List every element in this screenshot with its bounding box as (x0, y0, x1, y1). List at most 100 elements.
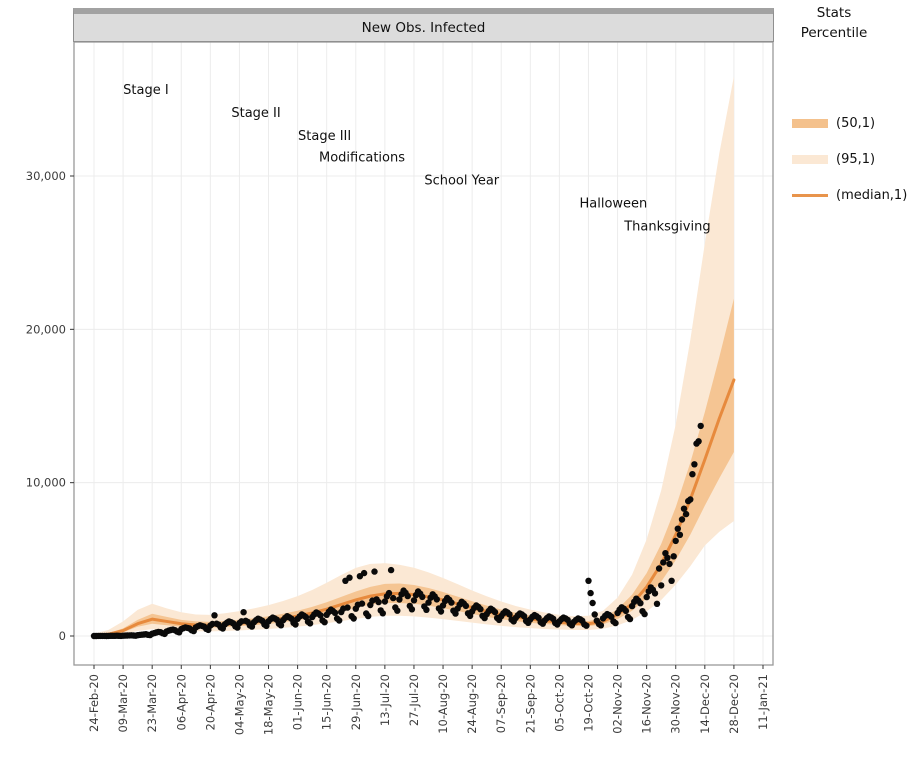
scatter-point (387, 566, 395, 574)
scatter-point (292, 621, 299, 628)
x-tick-label: 18-May-20 (262, 674, 276, 735)
scatter-point (390, 594, 397, 602)
legend-label-median: (median,1) (836, 187, 908, 203)
x-tick-label: 13-Jul-20 (378, 674, 392, 726)
scatter-point (506, 611, 513, 618)
x-tick-label: 24-Aug-20 (465, 674, 479, 734)
scatter-point (641, 610, 648, 618)
scatter-point (651, 590, 659, 597)
gridlines (74, 42, 773, 665)
scatter-point (346, 574, 353, 581)
scatter-point (670, 553, 677, 560)
annotation: Stage I (123, 83, 169, 98)
scatter-point (211, 612, 218, 619)
x-tick-label: 19-Oct-20 (581, 674, 595, 732)
scatter-point (664, 554, 671, 561)
x-tick-label: 11-Jan-21 (756, 674, 770, 730)
annotation: Stage II (231, 106, 280, 121)
y-tick-label: 30,000 (26, 169, 66, 183)
legend-label-50: (50,1) (836, 115, 876, 131)
scatter-point (423, 606, 430, 613)
x-tick-label: 24-Feb-20 (87, 674, 101, 732)
scatter-point (674, 525, 681, 532)
scatter-point (583, 622, 590, 629)
scatter-point (408, 606, 416, 613)
observed-points (90, 422, 704, 640)
scatter-point (689, 471, 696, 478)
scatter-point (697, 422, 704, 430)
scatter-point (637, 600, 644, 607)
annotation: Stage III (298, 129, 351, 144)
panel-title: New Obs. Infected (361, 19, 486, 36)
scatter-point (520, 613, 528, 620)
scatter-point (336, 617, 343, 624)
scatter-point (360, 569, 368, 577)
x-tick-label: 15-Jun-20 (320, 674, 334, 730)
legend: Stats Percentile (50,1) (95,1) (median,1… (788, 4, 908, 203)
scatter-point (682, 510, 690, 518)
legend-item-50: (50,1) (792, 115, 876, 131)
scatter-point (396, 596, 403, 603)
x-tick-label: 30-Nov-20 (669, 674, 683, 734)
scatter-point (676, 531, 684, 538)
scatter-point (321, 619, 328, 626)
scatter-point (643, 593, 650, 601)
scatter-point (655, 565, 663, 572)
legend-label-95: (95,1) (836, 151, 876, 167)
annotations: Stage I Stage II Stage III Modifications Sch… (123, 83, 710, 234)
scatter-point (589, 599, 596, 607)
scatter-point (381, 598, 389, 605)
scatter-point (419, 593, 426, 601)
scatter-point (462, 602, 470, 610)
scatter-point (477, 606, 484, 613)
scatter-point (587, 589, 594, 597)
scatter-point (668, 577, 675, 584)
y-tick-label: 20,000 (26, 322, 66, 336)
scatter-point (433, 596, 440, 603)
scatter-point (277, 622, 285, 629)
legend-title: Stats Percentile (800, 5, 868, 41)
scatter-point (365, 612, 372, 620)
x-tick-label: 07-Sep-20 (494, 674, 508, 733)
scatter-point (687, 496, 694, 503)
x-tick-label: 28-Dec-20 (727, 674, 741, 734)
scatter-point (612, 619, 619, 627)
x-tick-label: 10-Aug-20 (436, 674, 450, 734)
scatter-point (410, 597, 418, 604)
x-tick-label: 20-Apr-20 (203, 674, 217, 730)
x-tick-label: 06-Apr-20 (174, 674, 188, 730)
scatter-point (371, 568, 378, 575)
scatter-point (660, 559, 667, 566)
x-tick-label: 29-Jun-20 (349, 674, 363, 730)
scatter-point (591, 611, 598, 618)
x-tick-label: 14-Dec-20 (698, 674, 712, 734)
scatter-point (394, 607, 401, 614)
scatter-point (317, 612, 324, 619)
annotation: Halloween (580, 197, 648, 212)
scatter-point (680, 505, 688, 512)
x-tick-label: 04-May-20 (232, 674, 246, 735)
scatter-point (385, 589, 393, 597)
band-50-swatch-icon (792, 118, 828, 128)
annotation: Thanksgiving (623, 220, 710, 235)
scatter-point (585, 577, 592, 584)
scatter-point (379, 610, 386, 617)
y-axis: 0 10,000 20,000 30,000 (26, 169, 74, 643)
panel-border (73, 41, 774, 666)
y-tick-label: 10,000 (26, 476, 66, 490)
scatter-point (404, 592, 411, 600)
x-tick-label: 05-Oct-20 (552, 674, 566, 732)
x-tick-label: 09-Mar-20 (116, 674, 130, 733)
scatter-point (695, 438, 702, 445)
scatter-point (658, 582, 665, 589)
scatter-point (344, 604, 351, 611)
scatter-point (240, 609, 247, 616)
scatter-point (626, 615, 634, 623)
x-tick-label: 02-Nov-20 (611, 674, 625, 734)
scatter-point (666, 560, 673, 568)
scatter-point (425, 599, 432, 606)
median-swatch-icon (792, 193, 828, 197)
x-tick-label: 23-Mar-20 (145, 674, 159, 733)
